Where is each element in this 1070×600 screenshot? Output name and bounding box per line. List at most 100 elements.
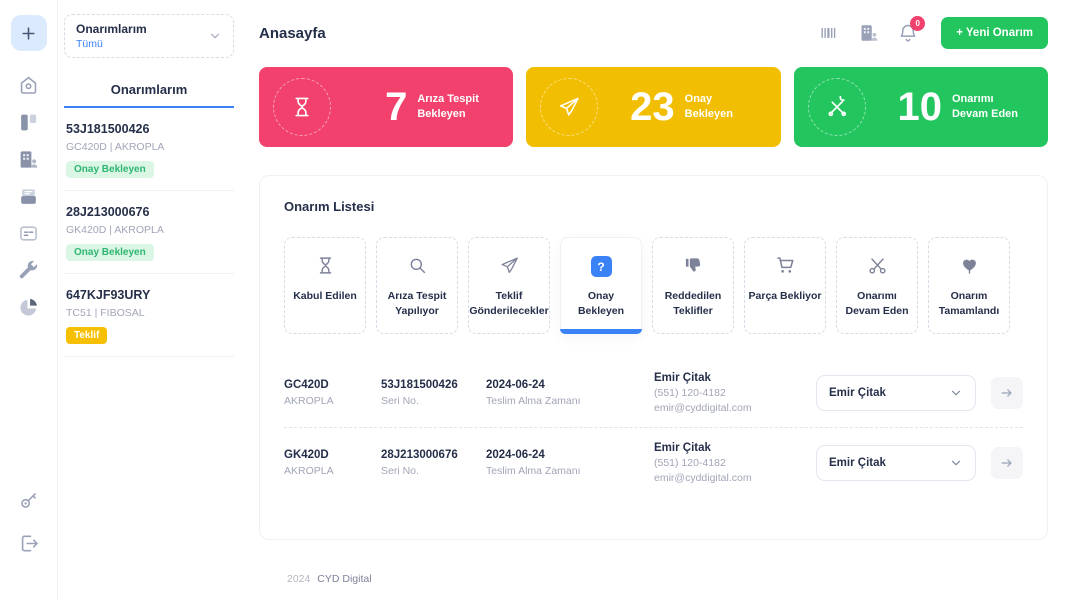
row-serial: 53J181500426 <box>381 379 458 391</box>
paper-plane-icon <box>540 78 599 136</box>
home-icon[interactable] <box>18 75 39 96</box>
tab-onarim-tamamlandi[interactable]: Onarım Tamamlandı <box>928 237 1010 334</box>
building-icon[interactable] <box>18 149 39 170</box>
filter-subtitle: Tümü <box>76 38 103 50</box>
add-icon[interactable] <box>10 15 47 51</box>
list-item[interactable]: 28J213000676 GK420D | AKROPLA Onay Bekle… <box>64 191 234 274</box>
wallet-icon[interactable] <box>18 186 39 207</box>
pie-chart-icon[interactable] <box>18 297 39 318</box>
list-icon[interactable] <box>18 223 39 244</box>
search-icon <box>408 256 427 280</box>
status-tabs: Kabul Edilen Arıza Tespit Yapılıyor Tekl… <box>284 237 1023 334</box>
building-icon[interactable] <box>859 23 879 43</box>
table-row: GK420D AKROPLA 28J213000676 Seri No. 202… <box>284 427 1023 497</box>
row-serial: 28J213000676 <box>381 449 458 461</box>
key-icon[interactable] <box>18 490 39 511</box>
item-model: GK420D | AKROPLA <box>66 224 164 236</box>
main-content: Anasayfa 0 + Yeni Onarım <box>244 0 1070 600</box>
question-icon: ? <box>590 256 612 280</box>
tab-label: Onay Bekleyen <box>577 290 625 317</box>
stat-card-repair-ongoing[interactable]: 10 Onarımı Devam Eden <box>793 67 1048 147</box>
columns-icon[interactable] <box>18 112 39 133</box>
tab-label: Onarım Tamamlandı <box>938 290 1000 317</box>
repairs-sidebar: Onarımlarım Tümü Onarımlarım 53J18150042… <box>58 0 244 600</box>
sidebar-header: Onarımlarım <box>64 82 234 108</box>
header-actions: 0 + Yeni Onarım <box>820 16 1048 49</box>
row-contact-email: emir@cyddigital.com <box>654 472 752 484</box>
new-repair-button[interactable]: + Yeni Onarım <box>941 17 1048 49</box>
assignee-select[interactable]: Emir Çitak <box>816 445 976 481</box>
thumbs-down-icon <box>684 256 703 280</box>
row-contact-phone: (551) 120-4182 <box>654 387 726 399</box>
barcode-icon[interactable] <box>820 23 840 43</box>
rail-bottom-group <box>18 482 39 562</box>
row-detail-button[interactable] <box>991 377 1023 409</box>
wrench-icon[interactable] <box>18 260 39 281</box>
list-item[interactable]: 53J181500426 GC420D | AKROPLA Onay Bekle… <box>64 108 234 191</box>
row-serial-label: Seri No. <box>381 395 419 407</box>
row-date: 2024-06-24 <box>486 449 545 461</box>
notifications-button[interactable]: 0 <box>898 16 926 43</box>
chevron-down-icon <box>951 390 961 396</box>
chevron-down-icon <box>210 33 220 39</box>
status-badge: Onay Bekleyen <box>66 244 154 261</box>
repairs-filter-dropdown[interactable]: Onarımlarım Tümü <box>64 14 234 58</box>
tools-icon <box>807 78 866 136</box>
assignee-value: Emir Çitak <box>829 387 886 399</box>
row-brand: AKROPLA <box>284 395 334 407</box>
row-date-label: Teslim Alma Zamanı <box>486 465 581 477</box>
stat-card-approval-pending[interactable]: 23 Onay Bekleyen <box>526 67 781 147</box>
footer-year: 2024 <box>287 573 311 585</box>
footer-brand: CYD Digital <box>317 573 372 585</box>
hourglass-icon <box>273 78 331 136</box>
row-brand: AKROPLA <box>284 465 334 477</box>
status-badge: Teklif <box>66 327 108 344</box>
tab-label: Arıza Tespit Yapılıyor <box>387 290 447 317</box>
panel-title: Onarım Listesi <box>284 199 375 214</box>
chevron-down-icon <box>951 460 961 466</box>
stat-label: Onarımı Devam Eden <box>951 93 1019 120</box>
row-model: GC420D <box>284 379 329 391</box>
tab-ariza-tespit-yapiliyor[interactable]: Arıza Tespit Yapılıyor <box>376 237 458 334</box>
stat-value: 7 <box>385 85 408 129</box>
stat-card-fault-pending[interactable]: 7 Arıza Tespit Bekleyen <box>259 67 514 147</box>
cart-icon <box>776 256 795 280</box>
tab-label: Kabul Edilen <box>293 290 357 302</box>
scissors-icon <box>868 256 887 280</box>
item-serial: 647KJF93URY <box>66 288 151 302</box>
row-detail-button[interactable] <box>991 447 1023 479</box>
tab-kabul-edilen[interactable]: Kabul Edilen <box>284 237 366 334</box>
stat-label: Onay Bekleyen <box>684 93 733 120</box>
repair-list-panel: Onarım Listesi Kabul Edilen Arıza Tespit… <box>259 175 1048 540</box>
tab-label: Reddedilen Teklifler <box>664 290 722 317</box>
tab-onay-bekleyen[interactable]: ? Onay Bekleyen <box>560 237 642 334</box>
status-badge: Onay Bekleyen <box>66 161 154 178</box>
tab-parca-bekliyor[interactable]: Parça Bekliyor <box>744 237 826 334</box>
tab-teklif-gonderilecekler[interactable]: Teklif Gönderilecekler <box>468 237 550 334</box>
tab-label: Parça Bekliyor <box>748 290 822 302</box>
tab-reddedilen-teklifler[interactable]: Reddedilen Teklifler <box>652 237 734 334</box>
row-model: GK420D <box>284 449 329 461</box>
list-item[interactable]: 647KJF93URY TC51 | FIBOSAL Teklif <box>64 274 234 357</box>
icon-rail <box>0 0 58 600</box>
tab-onarimi-devam-eden[interactable]: Onarımı Devam Eden <box>836 237 918 334</box>
bell-icon <box>898 23 918 43</box>
tab-label: Teklif Gönderilecekler <box>469 290 549 317</box>
filter-title: Onarımlarım <box>76 22 147 36</box>
assignee-value: Emir Çitak <box>829 457 886 469</box>
item-model: GC420D | AKROPLA <box>66 141 165 153</box>
main-header: Anasayfa 0 + Yeni Onarım <box>259 16 1048 49</box>
stat-value: 10 <box>897 85 942 129</box>
arrow-right-icon <box>1001 389 1012 397</box>
item-model: TC51 | FIBOSAL <box>66 307 145 319</box>
page-title: Anasayfa <box>259 24 326 42</box>
hourglass-icon <box>316 256 335 280</box>
assignee-select[interactable]: Emir Çitak <box>816 375 976 411</box>
item-serial: 53J181500426 <box>66 122 150 136</box>
row-serial-label: Seri No. <box>381 465 419 477</box>
item-serial: 28J213000676 <box>66 205 150 219</box>
footer: 2024 CYD Digital <box>259 573 1048 600</box>
logout-icon[interactable] <box>18 533 39 554</box>
stat-value: 23 <box>630 85 675 129</box>
